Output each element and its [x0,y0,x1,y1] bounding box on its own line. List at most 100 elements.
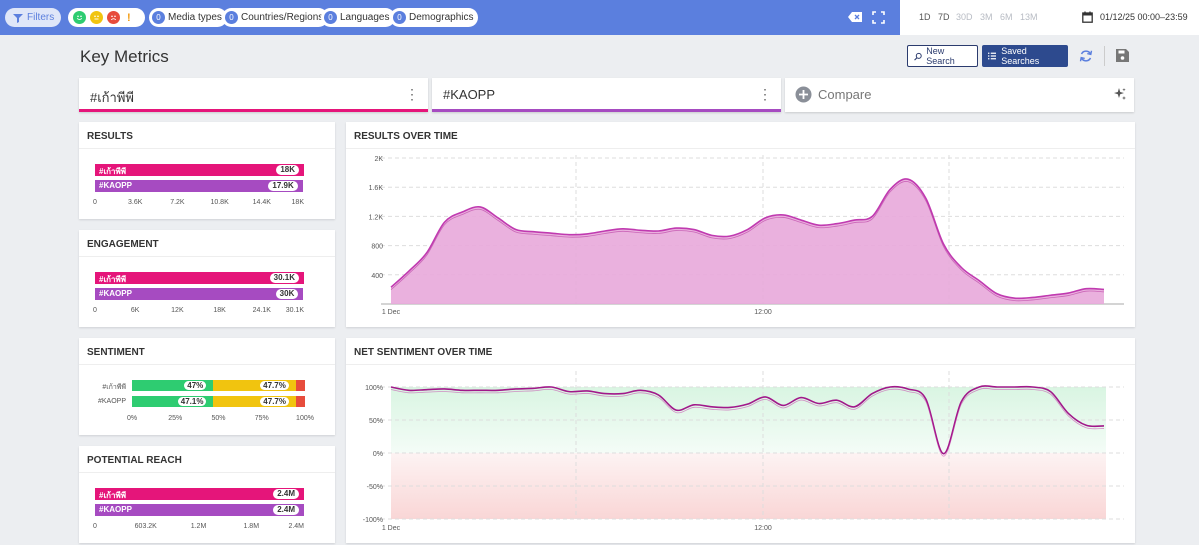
date-range-bar: 1D 7D 30D 3M 6M 13M 01/12/25 00:00–23:59 [900,0,1199,35]
results-axis-tick: 10.8K [210,199,229,206]
sentiment-filter[interactable]: ! [68,8,145,27]
saved-searches-button[interactable]: Saved Searches [982,45,1068,67]
results-bar: #KAOPP 17.9K [95,180,303,192]
bar-series-name: #KAOPP [99,289,132,298]
y-tick-label: 50% [369,418,383,425]
countries-count: 0 [225,11,238,24]
sentiment-value-badge: 47.7% [260,381,289,390]
tab-compare[interactable]: Compare [785,78,1134,112]
reach-title: POTENTIAL REACH [87,455,182,466]
sentiment-axis-tick: 50% [211,415,226,422]
date-range-text[interactable]: 01/12/25 00:00–23:59 [1100,12,1188,22]
demographics-label: Demographics [409,12,474,23]
reach-axis-tick: 603.2K [134,523,157,530]
bar-series-name: #เก้าพีพี [99,491,127,500]
net-sentiment-chart: 100% 50% 0% -50% -100%1 Dec 12:00 [363,371,1124,532]
languages-filter[interactable]: 0 Languages [321,8,395,27]
results-axis-tick: 18K [291,199,304,206]
add-circle-icon[interactable] [795,86,812,103]
countries-label: Countries/Regions [241,12,324,23]
results-over-time-chart: 400 800 1.2K 1.6K 2K 1 Dec 12:00 [369,155,1124,316]
sentiment-value-badge: 47% [184,381,207,390]
sparkle-icon[interactable] [1113,87,1127,101]
clear-filters-icon[interactable] [848,12,862,22]
y-tick-label: -100% [363,517,383,524]
reach-bar: #KAOPP 2.4M [95,504,304,516]
filters-button[interactable]: Filters [5,8,61,27]
sentiment-value-badge: 47.1% [177,397,207,406]
saved-searches-label: Saved Searches [1001,46,1040,66]
range-6m[interactable]: 6M [1000,12,1013,22]
range-1d[interactable]: 1D [919,12,931,22]
compare-label: Compare [818,87,872,102]
engagement-axis-tick: 0 [93,307,97,314]
results-area-fill [391,178,1104,304]
net-sentiment-line [390,385,1105,455]
bar-series-name: #KAOPP [99,505,132,514]
card-divider [79,472,335,473]
sentiment-axis-tick: 75% [254,415,269,422]
tab-search-1[interactable]: #เก้าพีพี ⋮ [79,78,428,112]
y-tick-label: 100% [365,385,383,392]
card-divider [346,148,1135,149]
calendar-icon[interactable] [1082,11,1093,23]
fullscreen-icon[interactable] [872,11,885,24]
bar-value-badge: 30.1K [269,273,299,283]
x-tick-label: 1 Dec [382,309,401,316]
media-types-filter[interactable]: 0 Media types [149,8,227,27]
card-divider [79,364,335,365]
sentiment-stacked-bar: 47% 47.7% [132,380,305,391]
languages-label: Languages [340,12,390,23]
tab-search-2[interactable]: #KAOPP ⋮ [432,78,781,112]
warning-icon[interactable]: ! [127,11,131,24]
engagement-bar: #KAOPP 30K [95,288,304,300]
positive-face-icon[interactable] [73,11,86,24]
bar-value-badge: 18K [276,165,299,175]
tab-underline [432,109,781,112]
countries-filter[interactable]: 0 Countries/Regions [222,8,329,27]
engagement-bar: #เก้าพีพี 30.1K [95,272,304,284]
more-options-icon[interactable]: ⋮ [758,86,772,102]
x-tick-label: 1 Dec [382,525,401,532]
x-tick-label: 12:00 [754,309,772,316]
new-search-label: New Search [926,46,955,66]
y-tick-label: 800 [371,244,383,251]
sentiment-axis-tick: 25% [168,415,183,422]
bar-value-badge: 30K [275,289,299,299]
results-bar: #เก้าพีพี 18K [95,164,304,176]
filter-icon [13,13,23,23]
card-divider [79,256,335,257]
reach-bar: #เก้าพีพี 2.4M [95,488,304,500]
range-3m[interactable]: 3M [980,12,993,22]
tab-label: #KAOPP [443,87,496,102]
range-7d[interactable]: 7D [938,12,950,22]
reach-axis-tick: 2.4M [288,523,304,530]
more-options-icon[interactable]: ⋮ [405,86,419,102]
card-divider [79,148,335,149]
refresh-icon[interactable] [1079,49,1093,63]
demographics-count: 0 [393,11,406,24]
sentiment-negative-segment [295,396,305,407]
bar-series-name: #เก้าพีพี [99,167,127,176]
sentiment-stacked-bar: 47.1% 47.7% [132,396,305,407]
results-axis-tick: 14.4K [252,199,271,206]
save-icon[interactable] [1116,49,1129,62]
filters-label: Filters [27,12,55,23]
x-tick-label: 12:00 [754,525,772,532]
y-tick-label: 1.2K [369,214,384,221]
neutral-face-icon[interactable] [90,11,103,24]
sentiment-row-label: #เก้าพีพี [102,384,126,391]
demographics-filter[interactable]: 0 Demographics [390,8,479,27]
net-sentiment-line-2 [390,388,1105,457]
sentiment-positive-segment: 47.1% [132,396,214,407]
results-title: RESULTS [87,131,133,142]
range-30d[interactable]: 30D [956,12,973,22]
range-13m[interactable]: 13M [1020,12,1038,22]
list-icon [988,52,997,60]
negative-face-icon[interactable] [107,11,120,24]
new-search-button[interactable]: New Search [907,45,978,67]
sentiment-row-label: #KAOPP [97,398,126,405]
bar-value-badge: 2.4M [273,505,299,515]
bar-value-badge: 2.4M [273,489,299,499]
y-tick-label: 0% [373,451,383,458]
